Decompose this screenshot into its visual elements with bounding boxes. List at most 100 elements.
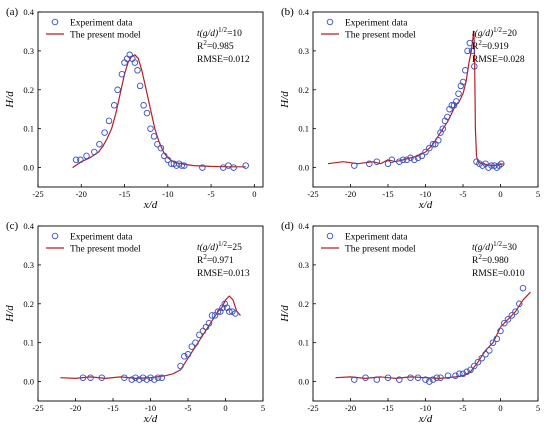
experiment-point bbox=[396, 376, 403, 383]
experiment-point bbox=[422, 148, 429, 156]
y-tick-label: 0.2 bbox=[298, 85, 309, 95]
experiment-point bbox=[205, 319, 213, 327]
model-line bbox=[60, 295, 241, 379]
y-tick-label: 0.0 bbox=[23, 163, 34, 173]
experiment-point bbox=[110, 102, 118, 109]
experiment-point bbox=[482, 351, 489, 358]
legend: Experiment data The present model bbox=[46, 19, 141, 41]
experiment-point bbox=[388, 156, 396, 164]
y-axis-title: H/d bbox=[279, 305, 291, 323]
experiment-point bbox=[154, 374, 162, 381]
experiment-point bbox=[128, 376, 136, 383]
legend-label-experiment: Experiment data bbox=[345, 19, 408, 29]
experiment-point bbox=[459, 370, 467, 378]
y-tick-label: 0.3 bbox=[23, 260, 34, 270]
experiment-point bbox=[83, 152, 90, 160]
legend-label-model: The present model bbox=[70, 245, 141, 255]
x-tick-label: 0 bbox=[498, 189, 502, 199]
experiment-point bbox=[192, 339, 199, 346]
experiment-point bbox=[87, 374, 94, 381]
legend-marker-experiment bbox=[51, 232, 59, 240]
model-line bbox=[327, 30, 505, 167]
plot-area bbox=[335, 284, 531, 385]
experiment-point bbox=[151, 376, 158, 383]
x-tick-label: -25 bbox=[307, 189, 318, 199]
experiment-point bbox=[147, 125, 154, 132]
y-axis-title: H/d bbox=[4, 91, 16, 109]
experiment-point bbox=[493, 164, 501, 171]
experiment-point bbox=[478, 354, 486, 362]
experiment-point bbox=[519, 284, 527, 292]
experiment-point bbox=[72, 156, 80, 164]
legend-marker-experiment bbox=[326, 232, 334, 240]
experiment-point bbox=[444, 113, 451, 121]
experiment-point bbox=[139, 374, 147, 381]
experiment-point bbox=[407, 374, 414, 381]
plot-area bbox=[72, 51, 249, 171]
legend-label-experiment: Experiment data bbox=[70, 233, 133, 243]
panel-b: -25 -20 -15 -10 -5 0 5 0.0 0.1 0.2 0.3 0.4 x/d H/d (b)… bbox=[279, 6, 540, 211]
panel-label: (c) bbox=[6, 220, 19, 232]
y-tick-label: 0.4 bbox=[298, 221, 309, 231]
x-tick-label: 0 bbox=[223, 403, 227, 413]
experiment-point bbox=[242, 162, 249, 169]
plot-area bbox=[327, 30, 505, 171]
y-tick-label: 0.2 bbox=[23, 299, 34, 309]
experiment-point bbox=[154, 140, 161, 148]
x-tick-label: -5 bbox=[459, 403, 466, 413]
experiment-point bbox=[161, 152, 168, 160]
experiment-point bbox=[455, 90, 462, 97]
y-tick-label: 0.0 bbox=[298, 163, 309, 173]
model-line bbox=[72, 54, 246, 169]
y-axis-title: H/d bbox=[279, 91, 291, 109]
experiment-point bbox=[143, 109, 151, 117]
x-tick-label: -25 bbox=[307, 403, 318, 413]
experiment-point bbox=[91, 148, 98, 156]
experiment-point bbox=[143, 376, 151, 383]
rmse-label: RMSE=0.028 bbox=[472, 55, 525, 65]
experiment-point bbox=[508, 312, 516, 319]
experiment-point bbox=[226, 308, 233, 315]
y-tick-label: 0.1 bbox=[298, 338, 309, 348]
x-axis-title: x/d bbox=[143, 199, 158, 211]
x-axis-title: x/d bbox=[418, 413, 433, 425]
y-tick-label: 0.4 bbox=[298, 7, 309, 17]
experiment-point bbox=[429, 376, 437, 383]
experiment-point bbox=[504, 316, 512, 323]
x-tick-label: -10 bbox=[162, 189, 173, 199]
plot-area bbox=[60, 295, 241, 383]
experiment-point bbox=[384, 160, 392, 167]
x-tick-label: 5 bbox=[261, 403, 265, 413]
legend: Experiment data The present model bbox=[46, 233, 141, 255]
experiment-point bbox=[468, 47, 476, 55]
experiment-point bbox=[184, 351, 192, 358]
panel-label: (d) bbox=[281, 220, 294, 232]
experiment-point bbox=[411, 156, 418, 164]
experiment-point bbox=[429, 140, 437, 148]
x-tick-label: -20 bbox=[345, 189, 356, 199]
experiment-point bbox=[121, 374, 128, 381]
x-tick-label: -20 bbox=[345, 403, 356, 413]
rmse-label: RMSE=0.013 bbox=[197, 269, 250, 279]
experiment-point bbox=[158, 374, 166, 381]
experiment-point bbox=[157, 144, 165, 152]
experiment-point bbox=[426, 144, 433, 152]
experiment-point bbox=[373, 158, 381, 165]
experiment-point bbox=[459, 78, 467, 86]
experiment-point bbox=[136, 376, 143, 383]
panel-label: (a) bbox=[6, 6, 19, 18]
x-tick-label: -5 bbox=[459, 189, 466, 199]
plot-frame bbox=[37, 11, 264, 188]
experiment-point bbox=[199, 164, 206, 171]
experiment-point bbox=[362, 374, 369, 381]
x-tick-label: -10 bbox=[420, 403, 431, 413]
experiment-point bbox=[456, 370, 463, 378]
x-tick-label: -15 bbox=[382, 403, 393, 413]
time-label: t(g/d)1/2=30 bbox=[472, 240, 517, 253]
experiment-point bbox=[493, 335, 501, 343]
y-tick-label: 0.1 bbox=[23, 338, 34, 348]
y-tick-label: 0.4 bbox=[23, 7, 34, 17]
experiment-point bbox=[140, 102, 147, 109]
